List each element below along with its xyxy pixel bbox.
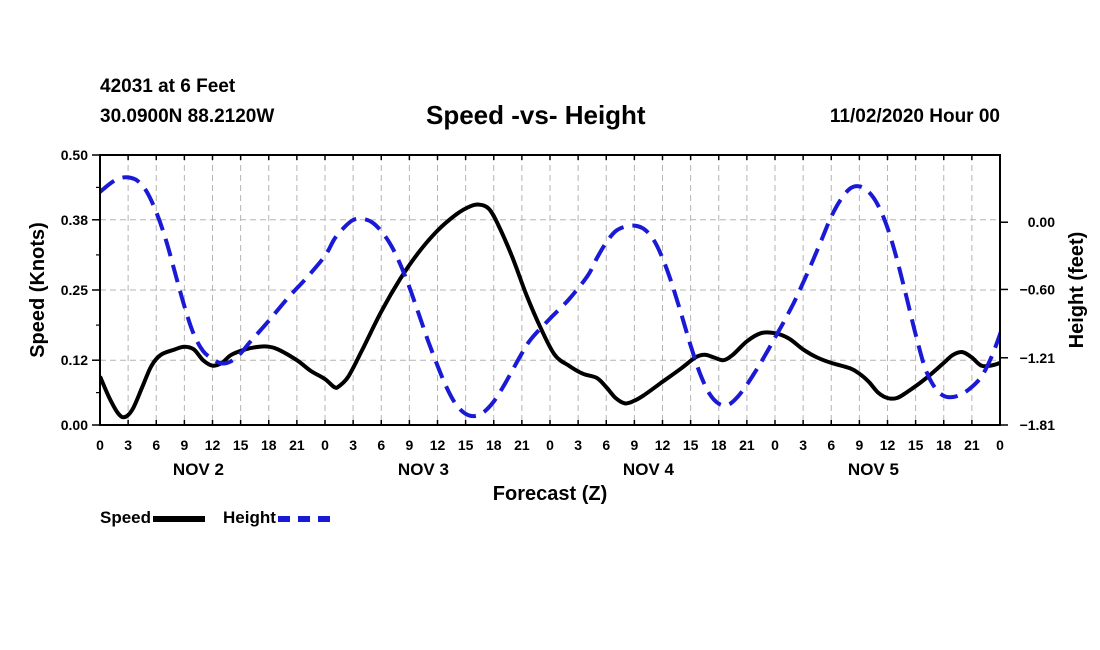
series-layer [100, 175, 1000, 420]
x-tick-label: 15 [233, 437, 249, 453]
legend: Speed Height [100, 508, 330, 528]
day-label: NOV 3 [398, 460, 449, 479]
x-axis-label: Forecast (Z) [493, 483, 607, 505]
x-tick-label: 12 [430, 437, 446, 453]
y-tick-label: 0.00 [61, 417, 88, 433]
x-tick-label: 3 [799, 437, 807, 453]
x-tick-label: 9 [405, 437, 413, 453]
x-tick-label: 12 [880, 437, 896, 453]
x-tick-label: 3 [349, 437, 357, 453]
y-axis-label: Speed (Knots) [27, 222, 49, 358]
x-tick-label: 18 [711, 437, 727, 453]
x-tick-label: 0 [546, 437, 554, 453]
y-tick-label: 0.12 [61, 352, 88, 368]
day-label: NOV 2 [173, 460, 224, 479]
x-tick-label: 21 [289, 437, 305, 453]
coordinates-label: 30.0900N 88.2120W [100, 106, 275, 127]
forecast-datetime: 11/02/2020 Hour 00 [829, 106, 1000, 127]
day-label: NOV 4 [623, 460, 675, 479]
x-tick-label: 6 [602, 437, 610, 453]
x-tick-label: 18 [261, 437, 277, 453]
height-series-line [100, 175, 1000, 419]
x-tick-label: 21 [514, 437, 530, 453]
x-tick-label: 6 [827, 437, 835, 453]
x-tick-label: 21 [964, 437, 980, 453]
legend-height-swatch [277, 516, 330, 522]
x-tick-label: 0 [321, 437, 329, 453]
x-tick-label: 9 [180, 437, 188, 453]
x-tick-label: 18 [486, 437, 502, 453]
x-tick-label: 15 [908, 437, 924, 453]
y2-axis-label: Height (feet) [1066, 232, 1088, 349]
station-label: 42031 at 6 Feet [100, 76, 236, 97]
x-tick-label: 15 [683, 437, 699, 453]
x-tick-label: 15 [458, 437, 474, 453]
x-tick-label: 21 [739, 437, 755, 453]
y2-tick-label: −1.21 [1020, 350, 1056, 366]
y-tick-label: 0.25 [61, 282, 88, 298]
x-tick-label: 6 [377, 437, 385, 453]
y2-tick-label: 0.00 [1028, 214, 1055, 230]
y-tick-label: 0.50 [61, 147, 88, 163]
x-tick-label: 12 [205, 437, 221, 453]
speed-series-line [100, 202, 1000, 420]
grid [100, 155, 1000, 425]
x-tick-label: 0 [771, 437, 779, 453]
x-tick-label: 9 [630, 437, 638, 453]
x-tick-label: 9 [855, 437, 863, 453]
axis-ticks: 0 3 6 9 12 15 18 21 0 3 6 9 12 15 18 21 0 3 6 9 12 15 18 21 0 3 6 9… [61, 147, 1055, 479]
x-tick-label: 0 [996, 437, 1004, 453]
legend-speed-label: Speed [100, 508, 152, 527]
y2-tick-label: −1.81 [1020, 417, 1056, 433]
day-label: NOV 5 [848, 460, 899, 479]
legend-height-label: Height [223, 508, 276, 527]
y2-tick-label: −0.60 [1020, 281, 1056, 297]
chart-title: Speed -vs- Height [426, 100, 646, 130]
x-tick-label: 18 [936, 437, 952, 453]
x-tick-label: 6 [152, 437, 160, 453]
x-tick-label: 3 [124, 437, 132, 453]
x-tick-label: 0 [96, 437, 104, 453]
x-tick-label: 3 [574, 437, 582, 453]
x-tick-label: 12 [655, 437, 671, 453]
legend-speed-swatch [153, 516, 206, 522]
y-tick-label: 0.38 [61, 212, 88, 228]
